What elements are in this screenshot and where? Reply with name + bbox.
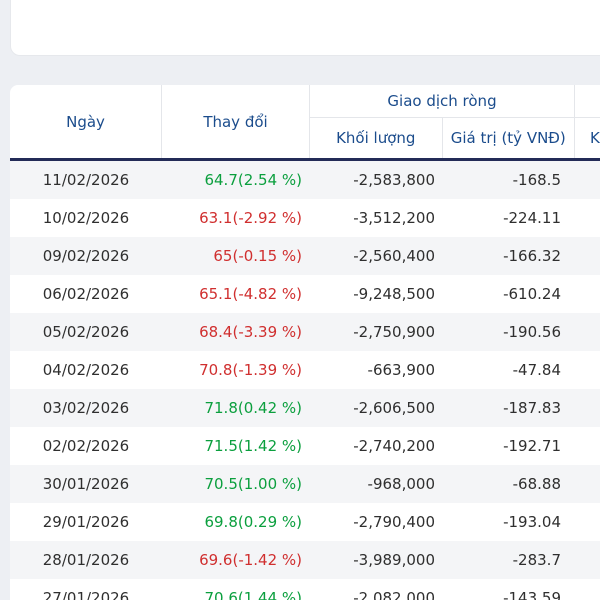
header-value: Giá trị (tỷ VNĐ) — [450, 129, 566, 147]
cell-net-value: -283.7 — [512, 551, 561, 569]
cell-date: 30/01/2026 — [42, 475, 130, 493]
header-group-next: Khối lượng — [575, 85, 600, 158]
header-volume: Khối lượng — [310, 118, 443, 158]
table-row: 10/02/2026 63.1(-2.92 %) -3,512,200 -224… — [10, 199, 600, 237]
cell-net-value: -193.04 — [503, 513, 561, 531]
header-net-group-label: Giao dịch ròng — [310, 85, 574, 118]
cell-date: 27/01/2026 — [42, 589, 130, 600]
cell-net-value: -68.88 — [512, 475, 561, 493]
header-group-net: Giao dịch ròng Khối lượng Giá trị (tỷ VN… — [310, 85, 575, 158]
cell-change: 71.5(1.42 %) — [204, 437, 302, 455]
cell-change: 65.1(-4.82 %) — [199, 285, 302, 303]
table-row: 09/02/2026 65(-0.15 %) -2,560,400 -166.3… — [10, 237, 600, 275]
cell-net-volume: -2,750,900 — [353, 323, 435, 341]
header-date: Ngày — [10, 85, 162, 158]
cell-date: 28/01/2026 — [42, 551, 130, 569]
cell-date: 06/02/2026 — [42, 285, 130, 303]
cell-date: 02/02/2026 — [42, 437, 130, 455]
cell-net-volume: -9,248,500 — [353, 285, 435, 303]
cell-change: 70.6(1.44 %) — [204, 589, 302, 600]
header-net-subrow: Khối lượng Giá trị (tỷ VNĐ) — [310, 118, 574, 158]
trading-table: Ngày Thay đổi Giao dịch ròng Khối lượng … — [10, 85, 600, 600]
cell-net-volume: -2,583,800 — [353, 171, 435, 189]
cell-net-value: -610.24 — [503, 285, 561, 303]
cell-change: 70.5(1.00 %) — [204, 475, 302, 493]
table-row: 27/01/2026 70.6(1.44 %) -2,082,000 -143.… — [10, 579, 600, 600]
cell-date: 11/02/2026 — [42, 171, 130, 189]
table-row: 30/01/2026 70.5(1.00 %) -968,000 -68.88 — [10, 465, 600, 503]
cell-net-volume: -2,790,400 — [353, 513, 435, 531]
cell-net-volume: -2,740,200 — [353, 437, 435, 455]
table-row: 29/01/2026 69.8(0.29 %) -2,790,400 -193.… — [10, 503, 600, 541]
header-next-group-label — [575, 85, 600, 118]
cell-net-volume: -3,989,000 — [353, 551, 435, 569]
cell-change: 69.8(0.29 %) — [204, 513, 302, 531]
cell-change: 63.1(-2.92 %) — [199, 209, 302, 227]
cell-net-value: -47.84 — [512, 361, 561, 379]
cell-net-value: -143.59 — [503, 589, 561, 600]
cell-net-value: -166.32 — [503, 247, 561, 265]
cell-change: 64.7(2.54 %) — [204, 171, 302, 189]
top-panel — [10, 0, 600, 56]
cell-change: 70.8(-1.39 %) — [199, 361, 302, 379]
cell-net-value: -224.11 — [503, 209, 561, 227]
cell-date: 03/02/2026 — [42, 399, 130, 417]
cell-net-volume: -968,000 — [367, 475, 435, 493]
cell-change: 71.8(0.42 %) — [204, 399, 302, 417]
table-row: 03/02/2026 71.8(0.42 %) -2,606,500 -187.… — [10, 389, 600, 427]
cell-date: 05/02/2026 — [42, 323, 130, 341]
table-row: 04/02/2026 70.8(-1.39 %) -663,900 -47.84 — [10, 351, 600, 389]
cell-change: 65(-0.15 %) — [213, 247, 302, 265]
header-next-volume: Khối lượng — [590, 129, 600, 147]
cell-date: 10/02/2026 — [42, 209, 130, 227]
table-row: 02/02/2026 71.5(1.42 %) -2,740,200 -192.… — [10, 427, 600, 465]
cell-change: 69.6(-1.42 %) — [199, 551, 302, 569]
cell-change: 68.4(-3.39 %) — [199, 323, 302, 341]
cell-date: 09/02/2026 — [42, 247, 130, 265]
table-row: 11/02/2026 64.7(2.54 %) -2,583,800 -168.… — [10, 161, 600, 199]
cell-net-value: -187.83 — [503, 399, 561, 417]
header-change: Thay đổi — [162, 85, 310, 158]
table-row: 05/02/2026 68.4(-3.39 %) -2,750,900 -190… — [10, 313, 600, 351]
cell-net-volume: -2,560,400 — [353, 247, 435, 265]
cell-date: 29/01/2026 — [42, 513, 130, 531]
cell-net-volume: -663,900 — [367, 361, 435, 379]
table-row: 28/01/2026 69.6(-1.42 %) -3,989,000 -283… — [10, 541, 600, 579]
cell-net-volume: -2,606,500 — [353, 399, 435, 417]
table-header: Ngày Thay đổi Giao dịch ròng Khối lượng … — [10, 85, 600, 161]
cell-net-value: -168.5 — [512, 171, 561, 189]
cell-net-value: -190.56 — [503, 323, 561, 341]
table-row: 06/02/2026 65.1(-4.82 %) -9,248,500 -610… — [10, 275, 600, 313]
cell-net-volume: -2,082,000 — [353, 589, 435, 600]
cell-net-value: -192.71 — [503, 437, 561, 455]
cell-net-volume: -3,512,200 — [353, 209, 435, 227]
cell-date: 04/02/2026 — [42, 361, 130, 379]
table-body: 11/02/2026 64.7(2.54 %) -2,583,800 -168.… — [10, 161, 600, 600]
